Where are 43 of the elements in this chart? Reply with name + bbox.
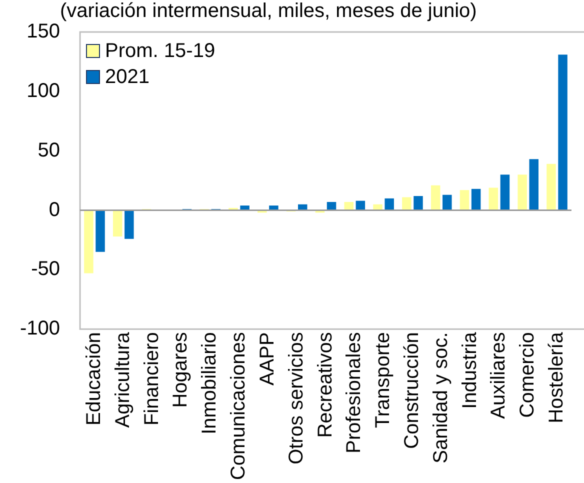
x-tick-label: Transporte bbox=[372, 332, 394, 428]
y-tick-label: -100 bbox=[20, 318, 60, 340]
bar bbox=[414, 196, 423, 210]
x-tick-label: Agricultura bbox=[112, 331, 134, 428]
bar bbox=[500, 174, 510, 210]
x-tick-label: Comercio bbox=[516, 332, 539, 418]
bar bbox=[529, 159, 538, 210]
y-tick-label: 50 bbox=[38, 139, 60, 162]
x-tick-label: Inmobiliario bbox=[198, 332, 221, 434]
y-tick-label: 150 bbox=[26, 20, 60, 43]
x-tick-label: AAPP bbox=[256, 332, 278, 386]
bar bbox=[112, 210, 122, 236]
x-tick-label: Hostelería bbox=[546, 331, 568, 424]
bar bbox=[384, 198, 394, 210]
bar bbox=[460, 190, 470, 210]
x-tick-label: Sanidad y soc. bbox=[430, 332, 452, 464]
bar bbox=[402, 197, 412, 210]
x-tick-label: Construcción bbox=[400, 332, 423, 449]
bar bbox=[430, 185, 440, 210]
bar bbox=[558, 54, 568, 210]
bar bbox=[96, 210, 105, 252]
y-tick-label: 0 bbox=[48, 198, 60, 221]
x-tick-label: Otros servicios bbox=[285, 332, 308, 464]
bar bbox=[488, 188, 498, 210]
bar bbox=[124, 210, 134, 239]
legend-label: 2021 bbox=[105, 66, 150, 88]
bar bbox=[518, 174, 527, 210]
y-tick-label: -50 bbox=[31, 258, 60, 280]
x-tick-label: Profesionales bbox=[343, 332, 366, 454]
x-tick-label: Financiero bbox=[140, 332, 163, 426]
legend-label: Prom. 15-19 bbox=[105, 40, 216, 62]
x-tick-label: Hogares bbox=[170, 332, 192, 408]
x-tick-label: Recreativos bbox=[314, 332, 336, 438]
bar bbox=[84, 210, 94, 274]
bar bbox=[471, 188, 481, 210]
chart-title: (variación intermensual, miles, meses de junio) bbox=[60, 0, 477, 23]
y-tick-label: 100 bbox=[26, 80, 60, 102]
x-tick-label: Auxiliares bbox=[488, 332, 510, 419]
x-tick-label: Comunicaciones bbox=[228, 332, 250, 480]
x-tick-label: Industria bbox=[458, 331, 481, 409]
bar bbox=[442, 194, 452, 210]
bar bbox=[546, 164, 556, 210]
x-tick-label: Educación bbox=[83, 332, 105, 426]
